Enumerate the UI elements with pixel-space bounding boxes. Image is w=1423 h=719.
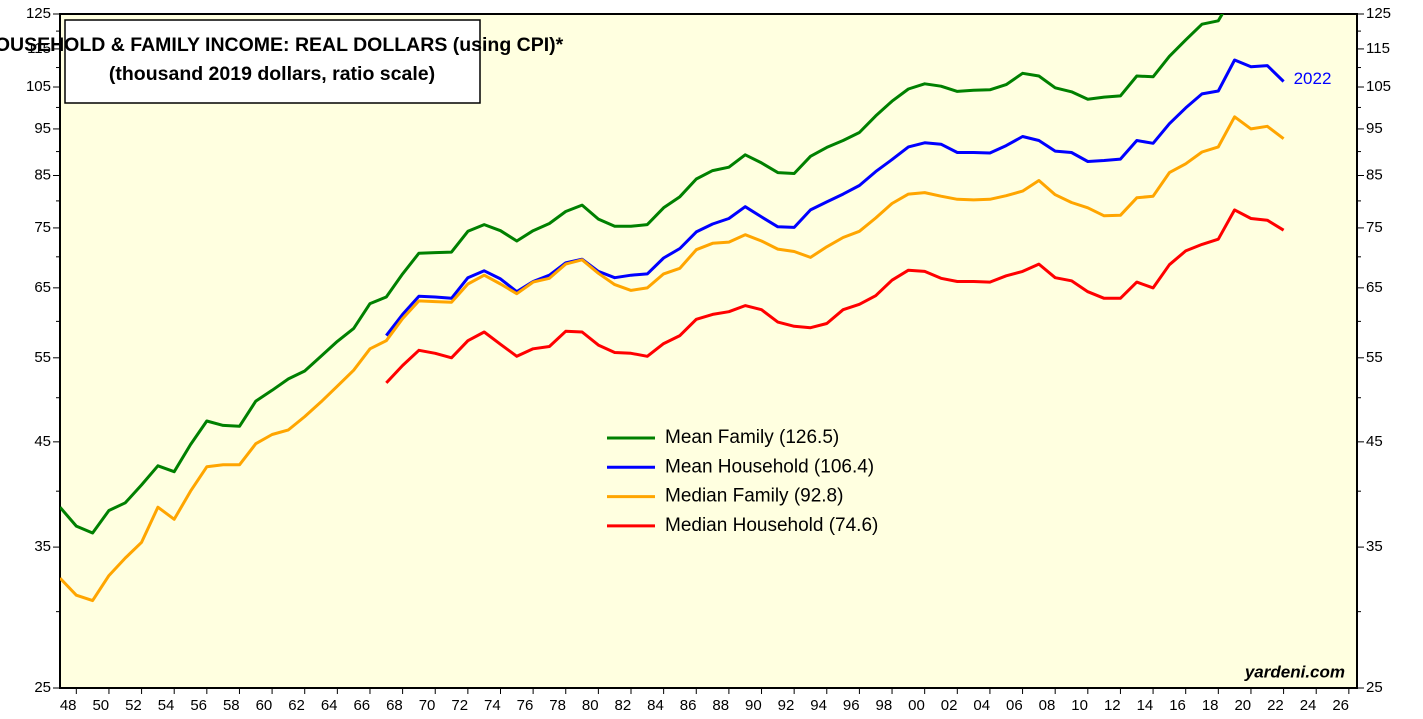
series-line <box>60 14 1224 535</box>
x-tick-label: 72 <box>451 697 468 714</box>
y-tick-label: 75 <box>34 219 51 236</box>
y-tick-label: 95 <box>34 120 51 137</box>
plot-area <box>59 13 1358 689</box>
x-tick-label: 58 <box>223 697 240 714</box>
x-tick-label: 04 <box>973 697 990 714</box>
x-tick-label: 02 <box>941 697 958 714</box>
legend-label: Mean Family (126.5) <box>665 427 839 448</box>
y-tick-label: 25 <box>34 679 51 696</box>
y2-tick-label: 95 <box>1366 120 1383 137</box>
x-tick-label: 48 <box>60 697 77 714</box>
x-tick-label: 98 <box>876 697 893 714</box>
x-tick-label: 84 <box>647 697 664 714</box>
annotation: 2022 <box>1294 69 1332 88</box>
y2-tick-label: 125 <box>1366 5 1391 22</box>
x-tick-label: 78 <box>549 697 566 714</box>
x-tick-label: 92 <box>778 697 795 714</box>
y2-tick-label: 35 <box>1366 538 1383 555</box>
chart-title: HOUSEHOLD & FAMILY INCOME: REAL DOLLARS … <box>0 34 564 56</box>
y2-tick-label: 105 <box>1366 78 1391 95</box>
x-tick-label: 74 <box>484 697 501 714</box>
x-tick-label: 88 <box>712 697 729 714</box>
y2-tick-label: 65 <box>1366 279 1383 296</box>
x-tick-label: 08 <box>1039 697 1056 714</box>
title-box <box>64 19 481 104</box>
x-tick-label: 62 <box>288 697 305 714</box>
series-line <box>60 115 1285 603</box>
legend-label: Mean Household (106.4) <box>665 456 874 477</box>
y-tick-label: 125 <box>26 5 51 22</box>
x-tick-label: 86 <box>680 697 697 714</box>
y2-tick-label: 75 <box>1366 219 1383 236</box>
y2-tick-label: 45 <box>1366 433 1383 450</box>
x-tick-label: 90 <box>745 697 762 714</box>
chart-subtitle: (thousand 2019 dollars, ratio scale) <box>109 63 435 85</box>
x-tick-label: 94 <box>810 697 827 714</box>
y-tick-label: 65 <box>34 279 51 296</box>
y-tick-label: 85 <box>34 166 51 183</box>
source: yardeni.com <box>1244 662 1345 681</box>
x-tick-label: 60 <box>256 697 273 714</box>
y2-tick-label: 25 <box>1366 679 1383 696</box>
x-tick-label: 76 <box>517 697 534 714</box>
x-tick-label: 24 <box>1300 697 1317 714</box>
y-tick-label: 35 <box>34 538 51 555</box>
x-tick-label: 54 <box>158 697 175 714</box>
x-tick-label: 06 <box>1006 697 1023 714</box>
x-tick-label: 96 <box>843 697 860 714</box>
y2-tick-label: 85 <box>1366 166 1383 183</box>
x-tick-label: 50 <box>92 697 109 714</box>
y-tick-label: 45 <box>34 433 51 450</box>
x-tick-label: 68 <box>386 697 403 714</box>
x-tick-label: 20 <box>1234 697 1251 714</box>
x-tick-label: 82 <box>615 697 632 714</box>
x-tick-label: 18 <box>1202 697 1219 714</box>
x-tick-label: 66 <box>353 697 370 714</box>
y-tick-label: 115 <box>27 40 51 57</box>
legend-label: Median Family (92.8) <box>665 486 843 507</box>
y-tick-label: 55 <box>34 349 51 366</box>
x-tick-label: 22 <box>1267 697 1284 714</box>
x-tick-label: 14 <box>1137 697 1154 714</box>
y2-tick-label: 115 <box>1366 40 1390 57</box>
x-tick-label: 52 <box>125 697 142 714</box>
series-line <box>385 208 1285 384</box>
x-tick-label: 26 <box>1332 697 1349 714</box>
y2-tick-label: 55 <box>1366 349 1383 366</box>
x-tick-label: 00 <box>908 697 925 714</box>
x-tick-label: 10 <box>1071 697 1088 714</box>
x-tick-label: 56 <box>190 697 207 714</box>
y-tick-label: 105 <box>26 78 51 95</box>
legend-label: Median Household (74.6) <box>665 515 878 536</box>
x-tick-label: 16 <box>1169 697 1186 714</box>
x-tick-label: 70 <box>419 697 436 714</box>
x-tick-label: 64 <box>321 697 338 714</box>
x-tick-label: 80 <box>582 697 599 714</box>
x-tick-label: 12 <box>1104 697 1121 714</box>
